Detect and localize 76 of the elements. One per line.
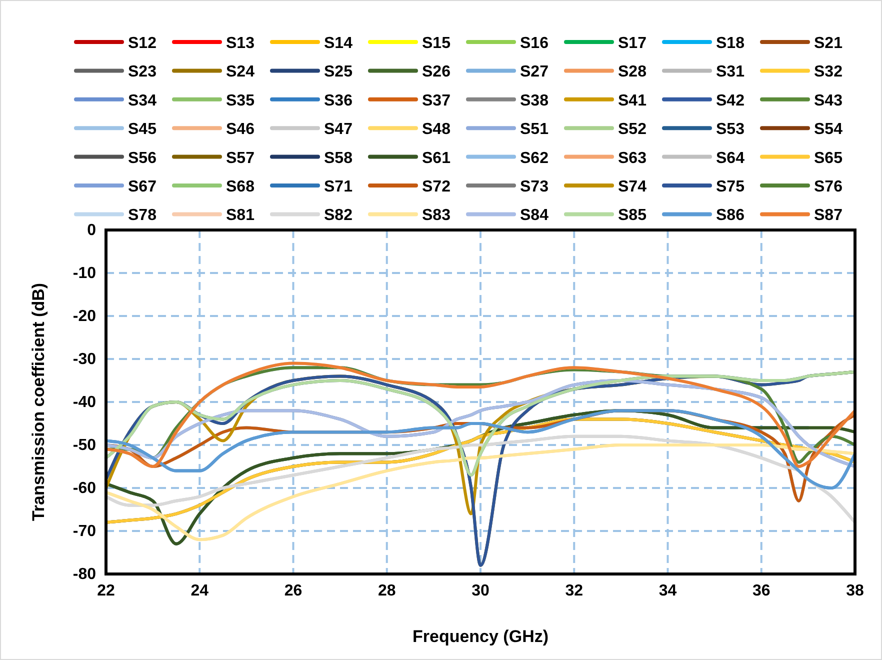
y-tick-label: 0 — [87, 222, 96, 240]
legend-label: S87 — [814, 207, 843, 224]
legend-label: S16 — [520, 35, 549, 52]
legend-label: S36 — [324, 92, 353, 110]
x-tick-label: 24 — [190, 582, 209, 600]
legend-label: S86 — [716, 207, 745, 224]
legend-label: S28 — [618, 64, 647, 81]
legend-label: S52 — [618, 121, 647, 138]
legend-label: S23 — [128, 64, 157, 81]
x-tick-label: 36 — [752, 582, 770, 600]
legend-label: S35 — [226, 92, 255, 110]
legend-label: S34 — [128, 92, 157, 110]
legend-label: S12 — [128, 35, 157, 52]
x-tick-label: 30 — [472, 582, 490, 600]
legend-label: S58 — [324, 150, 353, 167]
x-tick-label: 22 — [97, 582, 115, 600]
legend-label: S21 — [814, 35, 843, 52]
legend-label: S43 — [814, 92, 843, 110]
y-axis-title: Transmission coefficient (dB) — [29, 282, 48, 522]
legend-label: S84 — [520, 207, 549, 224]
legend-label: S76 — [814, 178, 843, 196]
legend-label: S73 — [520, 178, 549, 196]
legend-label: S51 — [520, 121, 549, 138]
legend-label: S24 — [226, 64, 255, 81]
legend-label: S46 — [226, 121, 255, 138]
legend-label: S38 — [520, 92, 549, 110]
legend-label: S41 — [618, 92, 647, 110]
legend-label: S63 — [618, 150, 647, 167]
legend-label: S37 — [422, 92, 451, 110]
legend-label: S14 — [324, 35, 353, 52]
legend-label: S72 — [422, 178, 451, 196]
legend-label: S48 — [422, 121, 451, 138]
legend-label: S83 — [422, 207, 451, 224]
legend-label: S78 — [128, 207, 157, 224]
legend-label: S17 — [618, 35, 647, 52]
y-tick-label: -20 — [72, 308, 96, 326]
legend-label: S74 — [618, 178, 647, 196]
x-tick-label: 32 — [565, 582, 584, 600]
legend-label: S57 — [226, 150, 255, 167]
y-tick-label: -80 — [72, 566, 96, 584]
x-tick-label: 26 — [284, 582, 302, 600]
legend-label: S26 — [422, 64, 451, 81]
x-tick-label: 34 — [658, 582, 677, 600]
legend-label: S65 — [814, 150, 843, 167]
legend-label: S71 — [324, 178, 353, 196]
legend-label: S64 — [716, 150, 745, 167]
legend-label: S81 — [226, 207, 255, 224]
legend-label: S75 — [716, 178, 745, 196]
legend-label: S56 — [128, 150, 157, 167]
legend-label: S45 — [128, 121, 157, 138]
legend-label: S27 — [520, 64, 549, 81]
y-tick-label: -60 — [72, 480, 96, 498]
legend-label: S62 — [520, 150, 549, 167]
legend-label: S82 — [324, 207, 353, 224]
legend-label: S13 — [226, 35, 255, 52]
legend-label: S68 — [226, 178, 255, 196]
y-tick-label: -30 — [72, 351, 96, 368]
y-tick-label: -10 — [72, 265, 96, 282]
legend-label: S32 — [814, 64, 843, 81]
y-tick-label: -50 — [72, 437, 96, 454]
y-tick-label: -70 — [72, 523, 96, 540]
x-tick-label: 28 — [378, 582, 396, 600]
legend-label: S47 — [324, 121, 353, 138]
y-tick-label: -40 — [72, 394, 96, 412]
legend-label: S61 — [422, 150, 451, 167]
legend-label: S15 — [422, 35, 451, 52]
legend-label: S67 — [128, 178, 157, 196]
x-tick-label: 38 — [846, 582, 864, 600]
legend-label: S31 — [716, 64, 745, 81]
legend-label: S18 — [716, 35, 745, 52]
legend-label: S85 — [618, 207, 647, 224]
legend-label: S53 — [716, 121, 745, 138]
legend-label: S25 — [324, 64, 353, 81]
legend-label: S54 — [814, 121, 843, 138]
x-axis-title: Frequency (GHz) — [412, 627, 549, 646]
legend-label: S42 — [716, 92, 745, 110]
